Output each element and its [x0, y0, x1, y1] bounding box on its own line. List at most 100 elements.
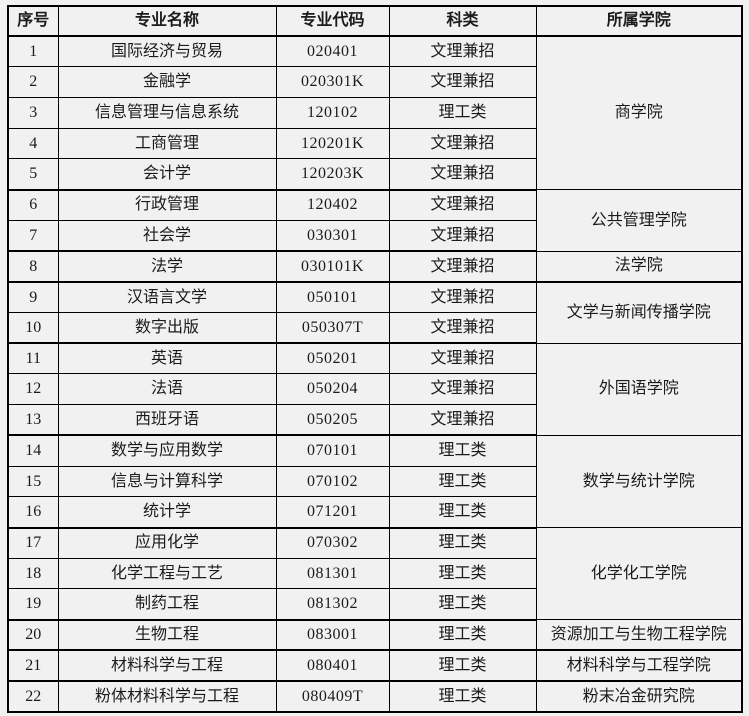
cell-college: 外国语学院	[535, 342, 743, 436]
cell-code: 070302	[275, 527, 390, 559]
cell-college: 材料科学与工程学院	[535, 649, 743, 683]
table-row: 21 材料科学与工程 080401 理工类 材料科学与工程学院	[7, 649, 743, 683]
cell-college: 商学院	[535, 35, 743, 191]
cell-category: 文理兼招	[388, 35, 537, 68]
table-row: 15 信息与计算科学 070102 理工类	[7, 465, 742, 498]
cell-category: 文理兼招	[388, 219, 537, 253]
cell-no: 9	[7, 281, 59, 313]
cell-college: 数学与统计学院	[535, 434, 743, 529]
cell-major: 会计学	[57, 158, 277, 191]
cell-code: 030301	[275, 219, 390, 253]
table-row: 1 国际经济与贸易 020401 文理兼招 商学院	[7, 35, 743, 191]
cell-major: 信息管理与信息系统	[57, 96, 277, 129]
cell-major: 金融学	[57, 66, 277, 98]
cell-no: 3	[7, 96, 59, 129]
cell-major: 社会学	[57, 219, 277, 253]
cell-major: 工商管理	[57, 127, 277, 160]
cell-category: 理工类	[388, 496, 537, 529]
table-row: 10 数字出版 050307T 文理兼招	[7, 311, 742, 345]
cell-major: 数字出版	[57, 311, 277, 345]
majors-table: 序号 专业名称 专业代码 科类 所属学院 1 国际经济与贸易 020401 文理兼招商…	[7, 5, 743, 713]
table-row: 12 法语 050204 文理兼招	[7, 373, 742, 406]
table-row: 3 信息管理与信息系统 120102 理工类	[7, 96, 742, 129]
cell-code: 020301K	[275, 66, 390, 98]
table-row: 18 化学工程与工艺 081301 理工类	[7, 557, 742, 590]
cell-major: 国际经济与贸易	[57, 35, 277, 68]
cell-no: 5	[7, 158, 59, 191]
cell-no: 22	[7, 680, 59, 713]
cell-major: 法学	[57, 250, 277, 283]
cell-no: 20	[7, 619, 59, 652]
cell-major: 统计学	[57, 496, 277, 529]
column-header-major: 专业名称	[57, 5, 277, 37]
cell-code: 070101	[275, 434, 390, 467]
cell-category: 文理兼招	[388, 311, 537, 345]
cell-category: 文理兼招	[388, 342, 537, 375]
cell-code: 120203K	[275, 158, 390, 191]
cell-college: 化学化工学院	[535, 526, 743, 621]
cell-major: 材料科学与工程	[57, 649, 277, 683]
cell-category: 文理兼招	[388, 127, 537, 160]
cell-category: 理工类	[388, 619, 537, 652]
cell-major: 法语	[57, 373, 277, 406]
cell-code: 120201K	[275, 127, 390, 160]
cell-category: 理工类	[388, 465, 537, 498]
cell-category: 文理兼招	[388, 250, 537, 283]
table-row: 6 行政管理 120402 文理兼招 公共管理学院	[7, 189, 743, 252]
cell-major: 生物工程	[57, 619, 277, 652]
table-row: 9 汉语言文学 050101 文理兼招 文学与新闻传播学院	[7, 281, 743, 344]
cell-category: 理工类	[388, 588, 537, 621]
cell-category: 文理兼招	[388, 158, 537, 191]
column-header-code: 专业代码	[275, 5, 390, 37]
cell-major: 应用化学	[57, 527, 277, 559]
cell-category: 理工类	[388, 649, 537, 683]
cell-category: 理工类	[388, 527, 537, 559]
cell-category: 文理兼招	[388, 66, 537, 98]
cell-no: 11	[7, 342, 59, 375]
table-row: 5 会计学 120203K 文理兼招	[7, 158, 742, 191]
table-row: 22 粉体材料科学与工程 080409T 理工类 粉末冶金研究院	[7, 680, 743, 713]
cell-category: 文理兼招	[388, 189, 537, 221]
cell-code: 081301	[275, 557, 390, 590]
cell-no: 16	[7, 496, 59, 529]
cell-major: 西班牙语	[57, 404, 277, 437]
cell-no: 6	[7, 189, 59, 221]
column-header-category: 科类	[388, 5, 537, 37]
cell-no: 2	[7, 66, 59, 98]
table-row: 19 制药工程 081302 理工类	[7, 588, 742, 621]
cell-code: 120402	[275, 189, 390, 221]
cell-major: 粉体材料科学与工程	[57, 680, 277, 713]
column-header-college: 所属学院	[535, 5, 743, 37]
cell-code: 080401	[275, 649, 390, 683]
cell-category: 理工类	[388, 557, 537, 590]
cell-code: 081302	[275, 588, 390, 621]
cell-code: 070102	[275, 465, 390, 498]
table-header-row: 序号 专业名称 专业代码 科类 所属学院	[7, 5, 743, 37]
cell-no: 10	[7, 311, 59, 345]
cell-category: 文理兼招	[388, 404, 537, 437]
cell-college: 法学院	[535, 250, 743, 283]
cell-major: 汉语言文学	[57, 281, 277, 313]
cell-code: 080409T	[275, 680, 390, 713]
cell-no: 15	[7, 465, 59, 498]
table-row: 14 数学与应用数学 070101 理工类 数学与统计学院	[7, 434, 743, 529]
cell-category: 理工类	[388, 434, 537, 467]
cell-code: 120102	[275, 96, 390, 129]
cell-code: 071201	[275, 496, 390, 529]
cell-no: 19	[7, 588, 59, 621]
cell-college: 粉末冶金研究院	[535, 680, 743, 713]
cell-no: 14	[7, 434, 59, 467]
cell-no: 12	[7, 373, 59, 406]
majors-table-body: 1 国际经济与贸易 020401 文理兼招 商学院 2 金融学 020301K 文理兼招 3 信息管…	[7, 35, 743, 713]
table-row: 16 统计学 071201 理工类	[7, 496, 742, 529]
majors-table-container: 序号 专业名称 专业代码 科类 所属学院 1 国际经济与贸易 020401 文理兼招商…	[7, 5, 743, 713]
cell-no: 4	[7, 127, 59, 160]
column-header-no: 序号	[7, 5, 59, 37]
cell-no: 7	[7, 219, 59, 253]
cell-no: 17	[7, 527, 59, 559]
cell-major: 制药工程	[57, 588, 277, 621]
cell-college: 文学与新闻传播学院	[535, 281, 743, 344]
cell-category: 理工类	[388, 680, 537, 713]
cell-code: 050204	[275, 373, 390, 406]
cell-category: 理工类	[388, 96, 537, 129]
